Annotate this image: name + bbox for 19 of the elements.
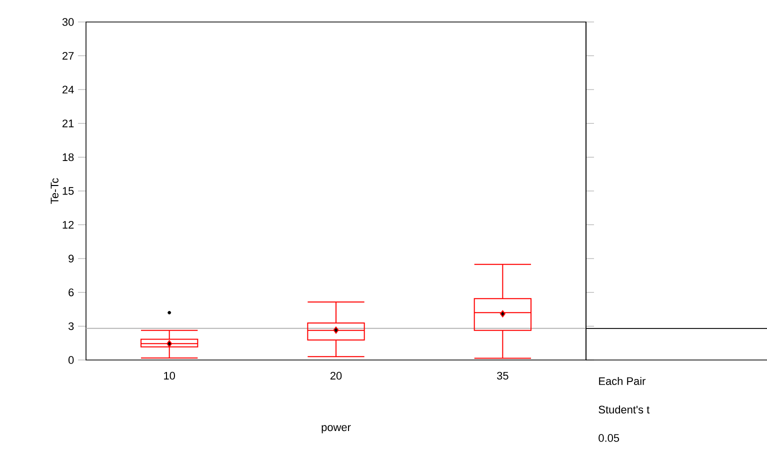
y-tick-label: 0: [68, 356, 74, 364]
text: Student's t: [598, 405, 650, 414]
y-tick-label: 12: [62, 220, 74, 229]
text: Each Pair: [599, 376, 646, 386]
x-tick-label: 10: [164, 372, 175, 380]
text: 0.05: [598, 434, 620, 442]
y-tick-label: 27: [62, 52, 74, 60]
y-tick-label: 3: [68, 322, 74, 330]
x-axis-title: power: [322, 425, 351, 434]
x-tick-label: 35: [497, 372, 508, 380]
y-tick-label: 15: [62, 187, 74, 195]
x-tick-label: 20: [330, 372, 342, 380]
y-tick-label: 30: [62, 18, 74, 26]
y-tick-label: 18: [62, 153, 74, 162]
y-tick-label: 24: [62, 86, 74, 94]
y-tick-label: 9: [68, 254, 74, 262]
y-tick-label: 6: [68, 288, 74, 296]
y-tick-label: 21: [62, 120, 74, 128]
y-axis-title: Te-Tc: [50, 178, 58, 204]
